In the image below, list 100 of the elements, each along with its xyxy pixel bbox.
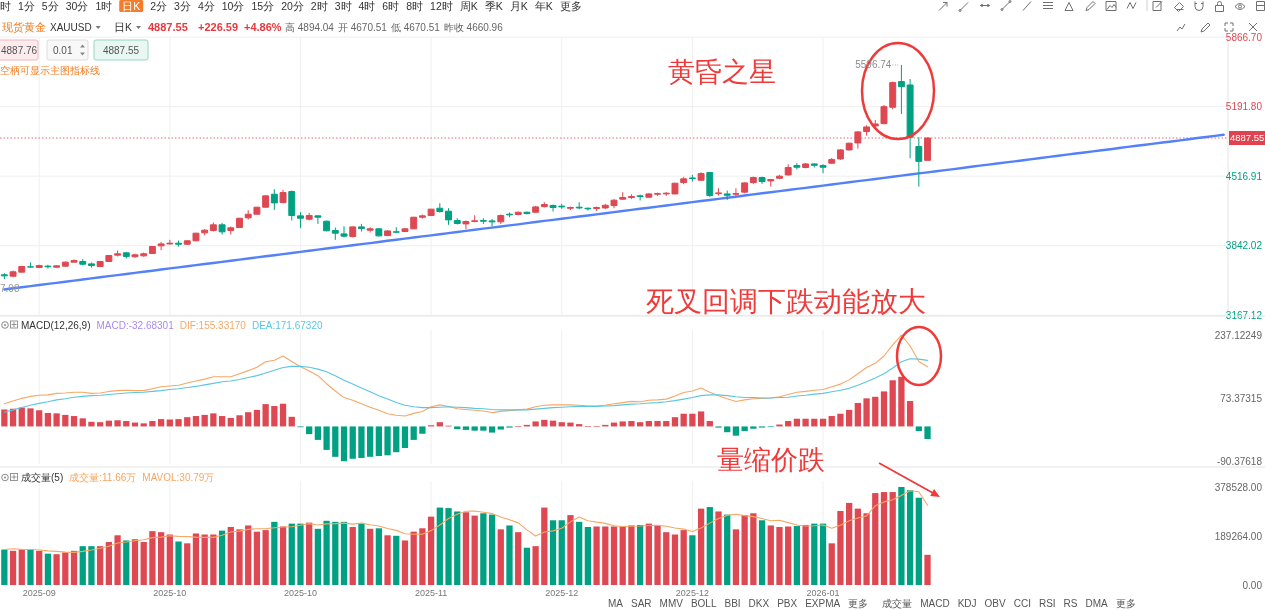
bar: [785, 526, 792, 585]
bar: [340, 521, 348, 585]
bar: [758, 520, 766, 585]
candlestick: [445, 207, 452, 226]
annotation: 4887.55: [102, 44, 140, 56]
candlestick: [288, 190, 296, 221]
bar: [906, 490, 914, 585]
text: 5分: [41, 0, 59, 12]
annotation: 4887.76: [1, 44, 38, 56]
bar: [471, 515, 478, 585]
candlestick: [706, 171, 714, 198]
candlestick: [209, 222, 217, 233]
bar: [541, 507, 548, 585]
text: DMA: [1085, 598, 1109, 609]
bar: [279, 526, 287, 585]
bar: [53, 413, 60, 427]
text: 1分: [18, 0, 35, 12]
bar: [44, 412, 52, 427]
bar: [898, 376, 905, 427]
bar: [149, 531, 156, 585]
bar: [776, 527, 783, 585]
candlestick: [915, 136, 923, 188]
bar: [846, 502, 853, 585]
bar: [497, 426, 504, 430]
bar: [854, 508, 861, 585]
bar: [279, 403, 287, 427]
bar: [828, 543, 835, 585]
candlestick: [349, 225, 357, 239]
bar: [79, 418, 86, 427]
text: 6时: [382, 0, 400, 12]
candlestick: [236, 217, 243, 229]
bar: [811, 523, 818, 585]
bar: [619, 421, 626, 427]
bar: [79, 546, 86, 585]
bar: [697, 411, 705, 427]
text: 年K: [534, 0, 553, 12]
bar: [314, 426, 322, 440]
y-tick-label: 189264.00: [1214, 530, 1263, 542]
text: OBV: [984, 598, 1007, 609]
bar: [706, 507, 713, 585]
y-tick-label: 237.12249: [1214, 329, 1263, 341]
bar: [367, 528, 374, 585]
bar: [27, 549, 34, 585]
bar: [480, 513, 487, 585]
bar: [915, 426, 922, 432]
candlestick: [114, 249, 122, 257]
bar: [636, 524, 644, 585]
text: RSI: [1038, 598, 1056, 609]
bar: [898, 487, 905, 585]
candlestick: [53, 264, 61, 269]
bar: [628, 421, 635, 427]
y-tick-label: 3167.12: [1225, 309, 1263, 321]
candlestick: [802, 162, 810, 169]
bar: [9, 550, 17, 585]
bar: [253, 531, 261, 585]
candlestick: [366, 226, 374, 234]
annotation: 0.01: [53, 44, 73, 56]
bar: [889, 380, 896, 427]
candlestick: [436, 202, 444, 214]
bar: [619, 526, 626, 585]
bar: [123, 540, 130, 585]
text: EXPMA: [805, 598, 841, 609]
candlestick: [619, 191, 627, 201]
candlestick: [758, 176, 766, 185]
bar: [515, 532, 522, 585]
bar: [18, 407, 25, 427]
bar: [227, 417, 234, 427]
bar: [236, 529, 243, 585]
text: 20分: [281, 0, 304, 12]
bar: [323, 426, 330, 450]
bar: [192, 416, 200, 427]
candlestick: [314, 214, 322, 225]
text: 8时: [406, 0, 424, 12]
bar: [741, 515, 748, 585]
bar: [697, 508, 705, 585]
bar: [375, 528, 382, 585]
text: 30分: [65, 0, 89, 12]
bar: [654, 421, 661, 427]
bar: [427, 516, 435, 585]
candlestick: [375, 227, 383, 237]
bar: [358, 523, 365, 585]
bar: [18, 549, 25, 585]
text: KDJ: [957, 598, 977, 609]
y-tick-label: 3842.02: [1225, 240, 1263, 252]
bar: [610, 526, 618, 585]
text: 时: [0, 0, 11, 12]
annotation: 空柄可显示主图指标线: [0, 65, 100, 76]
line-series: [3, 334, 929, 417]
candlestick: [0, 272, 8, 280]
bar: [863, 513, 870, 585]
text: 月K: [509, 0, 528, 12]
bar: [889, 492, 896, 585]
bar: [36, 550, 43, 585]
candlestick: [175, 240, 182, 248]
bar: [323, 520, 330, 585]
bar: [880, 391, 888, 427]
bar: [88, 546, 95, 585]
x-tick-label: 2026-01: [806, 588, 840, 598]
bar: [906, 401, 914, 427]
bar: [802, 524, 809, 585]
